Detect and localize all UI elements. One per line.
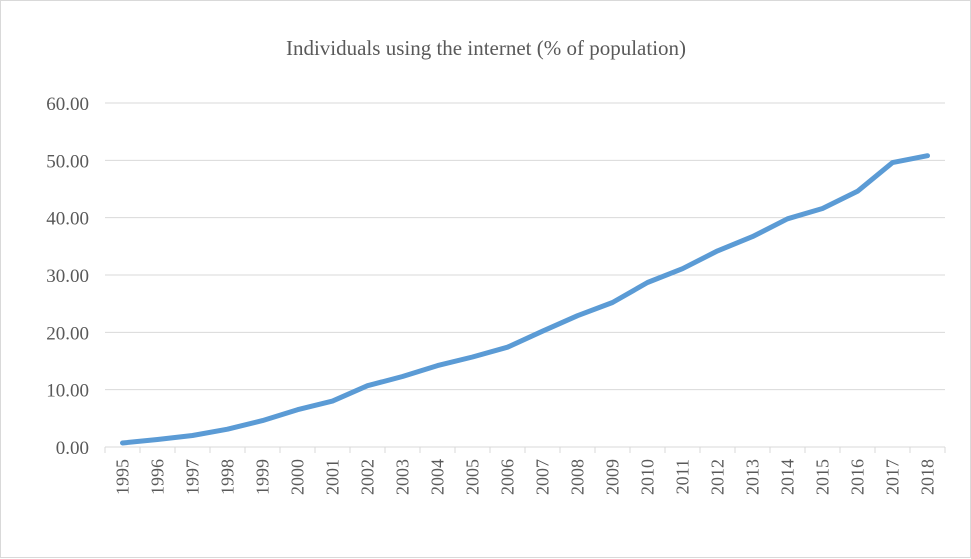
x-tick-label: 2003 bbox=[393, 459, 413, 495]
axes bbox=[105, 447, 945, 453]
y-tick-label: 20.00 bbox=[46, 323, 89, 344]
y-tick-label: 60.00 bbox=[46, 94, 89, 115]
x-tick-label: 2018 bbox=[918, 459, 938, 495]
series-line bbox=[123, 156, 928, 443]
x-tick-label: 1995 bbox=[113, 459, 133, 495]
x-tick-label: 2015 bbox=[813, 459, 833, 495]
x-tick-label: 2006 bbox=[498, 459, 518, 495]
x-tick-label: 2001 bbox=[323, 459, 343, 495]
x-tick-label: 1999 bbox=[253, 459, 273, 495]
x-tick-label: 1996 bbox=[148, 459, 168, 495]
y-tick-label: 10.00 bbox=[46, 381, 89, 402]
x-tick-label: 2002 bbox=[358, 459, 378, 495]
x-tick-label: 2005 bbox=[463, 459, 483, 495]
y-tick-label: 40.00 bbox=[46, 209, 89, 230]
x-tick-label: 2000 bbox=[288, 459, 308, 495]
x-tick-label: 2012 bbox=[708, 459, 728, 495]
x-tick-label: 2011 bbox=[673, 459, 693, 494]
chart-title: Individuals using the internet (% of pop… bbox=[286, 36, 686, 60]
x-tick-label: 2016 bbox=[848, 459, 868, 495]
x-tick-label: 2013 bbox=[743, 459, 763, 495]
x-tick-label: 2014 bbox=[778, 459, 798, 495]
series-layer bbox=[122, 156, 927, 443]
y-axis-tick-labels: 0.00 10.00 20.00 30.00 40.00 50.00 60.00 bbox=[46, 94, 89, 459]
x-tick-label: 2007 bbox=[533, 459, 553, 495]
x-tick-label: 2017 bbox=[883, 459, 903, 495]
y-tick-label: 50.00 bbox=[46, 151, 89, 172]
y-tick-label: 0.00 bbox=[56, 438, 89, 459]
x-tick-label: 1997 bbox=[183, 459, 203, 495]
x-tick-label: 1998 bbox=[218, 459, 238, 495]
y-tick-label: 30.00 bbox=[46, 266, 89, 287]
x-tick-label: 2010 bbox=[638, 459, 658, 495]
x-axis-tick-labels: 1995 1996 1997 1998 1999 2000 2001 2002 2003 2004… bbox=[113, 459, 938, 495]
gridlines bbox=[105, 103, 945, 390]
x-tick-label: 2008 bbox=[568, 459, 588, 495]
x-tick-label: 2004 bbox=[428, 459, 448, 495]
x-tick-label: 2009 bbox=[603, 459, 623, 495]
